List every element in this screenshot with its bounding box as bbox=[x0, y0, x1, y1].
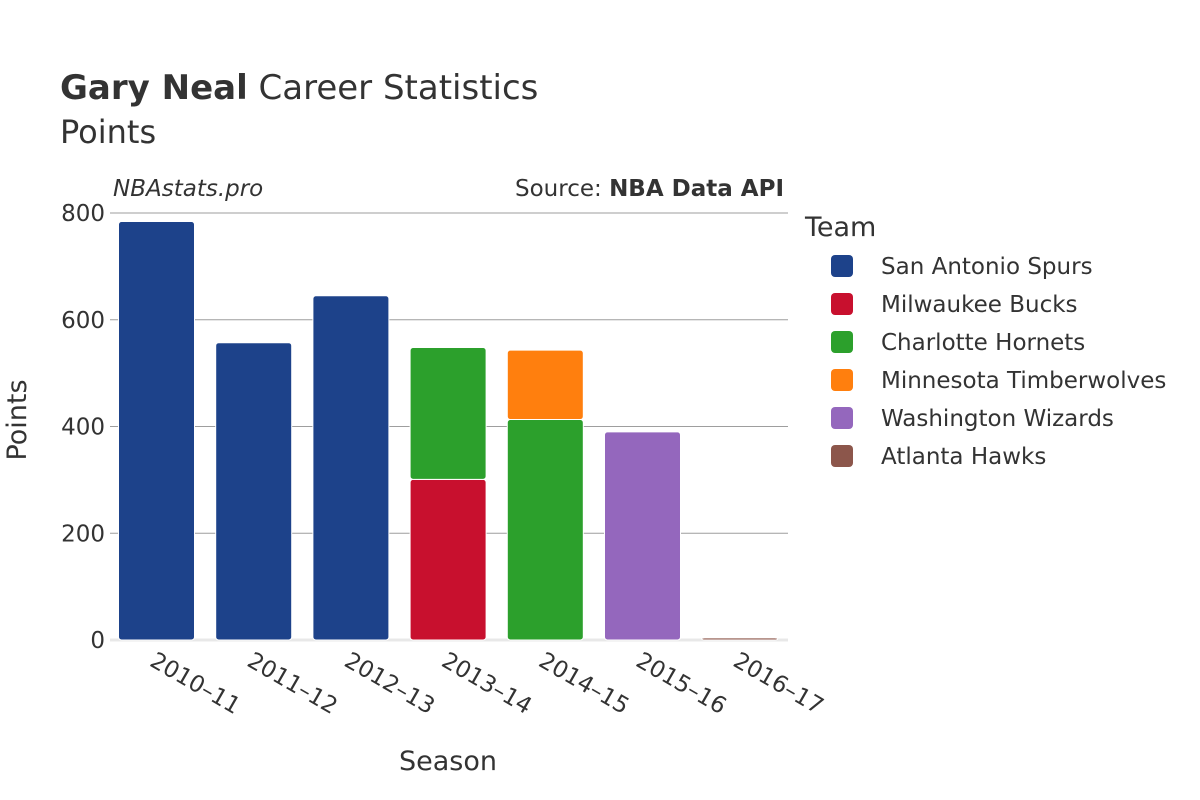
legend-item[interactable]: Washington Wizards bbox=[831, 406, 1114, 432]
bar-segment bbox=[506, 349, 584, 421]
source-prefix: Source: bbox=[515, 176, 610, 202]
x-tick-label: 2015–16 bbox=[632, 648, 731, 720]
legend: Team San Antonio Spurs Milwaukee Bucks Cha… bbox=[804, 212, 1166, 470]
legend-item[interactable]: Minnesota Timberwolves bbox=[831, 368, 1166, 394]
chart-title: Gary Neal Career Statistics bbox=[60, 66, 538, 110]
y-tick-label: 800 bbox=[61, 201, 105, 227]
legend-swatch bbox=[831, 445, 853, 467]
watermark: NBAstats.pro bbox=[113, 176, 264, 202]
legend-label: Atlanta Hawks bbox=[881, 444, 1046, 470]
source-credit: Source: NBA Data API bbox=[515, 176, 784, 202]
legend-title: Team bbox=[804, 212, 876, 243]
chart-subtitle: Points bbox=[60, 113, 157, 151]
legend-swatch bbox=[831, 331, 853, 353]
bar-segment bbox=[604, 431, 681, 641]
y-tick-label: 0 bbox=[90, 628, 105, 654]
legend-swatch bbox=[831, 369, 853, 391]
x-tick-label: 2014–15 bbox=[534, 648, 633, 720]
legend-label: Washington Wizards bbox=[881, 406, 1114, 432]
legend-item[interactable]: San Antonio Spurs bbox=[831, 254, 1093, 280]
legend-item[interactable]: Charlotte Hornets bbox=[831, 330, 1085, 356]
x-tick-labels: 2010–112011–122012–132013–142014–152015–… bbox=[146, 648, 828, 720]
y-tick-label: 200 bbox=[61, 521, 105, 547]
legend-swatch bbox=[831, 407, 853, 429]
bar-segment bbox=[506, 419, 584, 641]
source-name: NBA Data API bbox=[609, 176, 784, 202]
x-tick-label: 2011–12 bbox=[243, 648, 342, 720]
x-tick-label: 2012–13 bbox=[340, 648, 439, 720]
bars bbox=[118, 221, 779, 641]
y-tick-label: 600 bbox=[61, 308, 105, 334]
legend-swatch bbox=[831, 293, 853, 315]
x-tick-label: 2016–17 bbox=[729, 648, 828, 720]
legend-label: Milwaukee Bucks bbox=[881, 292, 1078, 318]
legend-label: Charlotte Hornets bbox=[881, 330, 1085, 356]
y-axis-title: Points bbox=[2, 379, 33, 460]
x-tick-label: 2013–14 bbox=[437, 648, 536, 720]
title-rest: Career Statistics bbox=[247, 68, 539, 108]
y-tick-label: 400 bbox=[61, 415, 105, 441]
legend-label: Minnesota Timberwolves bbox=[881, 368, 1166, 394]
bar-segment bbox=[409, 478, 487, 641]
bar-segment bbox=[701, 637, 779, 641]
legend-swatch bbox=[831, 255, 853, 277]
y-tick-labels: 0 200 400 600 800 bbox=[61, 201, 105, 654]
bar-segment bbox=[215, 342, 293, 641]
x-tick-label: 2010–11 bbox=[146, 648, 245, 720]
bar-segment bbox=[312, 295, 390, 641]
bar-segment bbox=[118, 221, 195, 641]
legend-label: San Antonio Spurs bbox=[881, 254, 1093, 280]
title-player-name: Gary Neal bbox=[60, 68, 248, 108]
legend-item[interactable]: Atlanta Hawks bbox=[831, 444, 1046, 470]
bar-segment bbox=[409, 347, 487, 480]
legend-item[interactable]: Milwaukee Bucks bbox=[831, 292, 1078, 318]
x-axis-title: Season bbox=[399, 746, 497, 777]
